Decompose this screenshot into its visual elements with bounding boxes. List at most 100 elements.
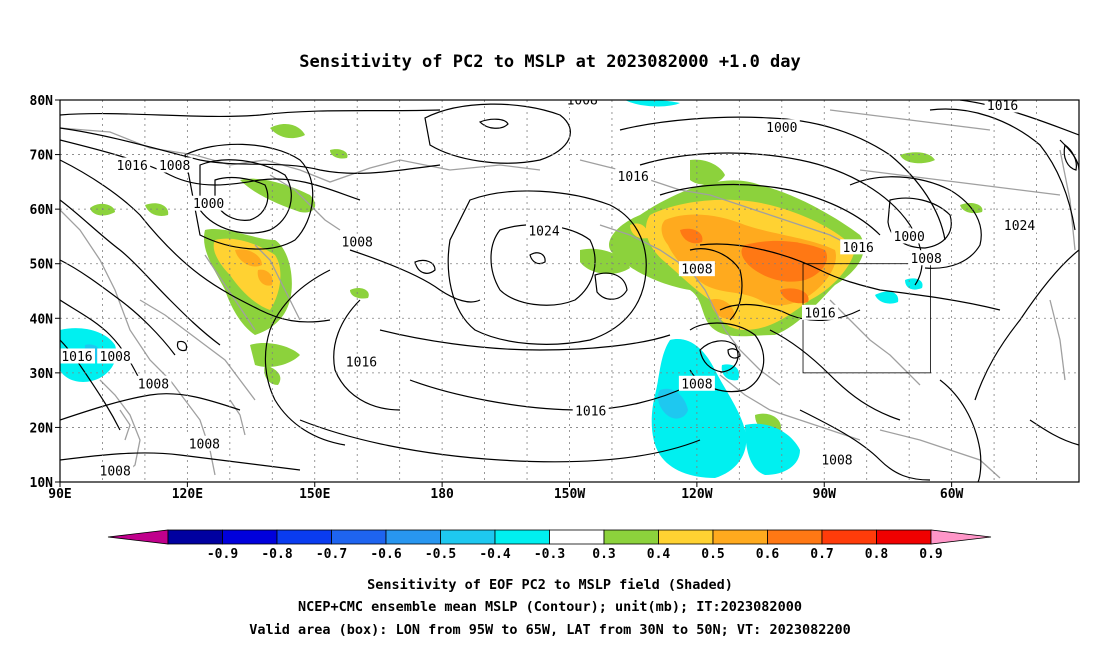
contour-label-text: 1008 (567, 94, 598, 109)
contour-label-text: 1008 (342, 235, 373, 250)
colorbar-swatch (712, 529, 768, 545)
chart-title: Sensitivity of PC2 to MSLP at 2023082000… (299, 52, 801, 72)
contour-label: 1008 (135, 375, 172, 392)
lat-tick-label: 50N (30, 258, 54, 273)
lon-tick-label: 120E (172, 487, 203, 502)
mslp-contours (60, 100, 1079, 482)
lon-tick-label: 180 (430, 487, 454, 502)
contour-label: 1008 (908, 250, 945, 267)
contour-label-text: 1008 (159, 159, 190, 174)
colorbar-swatch (167, 529, 223, 545)
contour-label-text: 1008 (821, 454, 852, 469)
colorbar-swatch (385, 529, 441, 545)
colorbar-swatch (658, 529, 714, 545)
contour-label-text: 1016 (61, 350, 92, 365)
contour-label-text: 1016 (346, 355, 377, 370)
lon-tick-label: 90E (48, 487, 71, 502)
colorbar-label: -0.9 (207, 547, 238, 562)
footer-line-2: NCEP+CMC ensemble mean MSLP (Contour); u… (298, 599, 802, 615)
colorbar-swatch (331, 529, 387, 545)
colorbar-label: 0.9 (919, 547, 942, 562)
colorbar-label: 0.3 (592, 547, 615, 562)
lat-tick-label: 40N (30, 312, 54, 327)
contour-label-text: 1008 (100, 465, 131, 480)
colorbar-swatch (276, 529, 332, 545)
colorbar: -0.9 -0.8 -0.7 -0.6 -0.5 -0.4 -0.3 0.3 0.4 0.5 0.6… (107, 529, 992, 562)
colorbar-label: -0.6 (370, 547, 401, 562)
lat-tick-label: 60N (30, 203, 54, 218)
colorbar-swatch (767, 529, 823, 545)
footer-line-3: Valid area (box): LON from 95W to 65W, L… (249, 622, 850, 638)
contour-label: 1000 (763, 119, 800, 136)
contour-label: 1016 (840, 239, 877, 256)
colorbar-swatch (222, 529, 278, 545)
contour-label-text: 1024 (1004, 219, 1035, 234)
contour-label-text: 1008 (138, 377, 169, 392)
contour-label: 1008 (564, 94, 601, 109)
lat-tick-label: 80N (30, 94, 54, 109)
lon-tick-label: 150E (299, 487, 330, 502)
lon-tick-label: 60W (940, 487, 964, 502)
contour-label: 1008 (678, 375, 715, 392)
contour-label: 1016 (60, 348, 95, 365)
contour-label: 1016 (615, 168, 652, 185)
contour-label-text: 1008 (910, 252, 941, 267)
colorbar-label: 0.4 (647, 547, 671, 562)
contour-labels: 1008 1016 1000 1016 1008 1016 1000 1024 1024 1008… (60, 94, 1038, 480)
colorbar-label: -0.7 (316, 547, 347, 562)
contour-label-text: 1008 (681, 377, 712, 392)
contour-label-text: 1000 (894, 230, 925, 245)
colorbar-label: 0.5 (701, 547, 724, 562)
contour-label: 1008 (678, 261, 715, 278)
coastlines (60, 109, 1076, 479)
colorbar-label: 0.7 (810, 547, 833, 562)
colorbar-swatch (549, 529, 605, 545)
lon-tick-label: 150W (554, 487, 585, 502)
contour-label-text: 1000 (766, 121, 797, 136)
contour-label-text: 1016 (843, 241, 874, 256)
contour-label: 1008 (156, 157, 193, 174)
colorbar-label: 0.6 (756, 547, 780, 562)
lat-tick-label: 20N (30, 421, 54, 436)
contour-label: 1008 (186, 435, 223, 452)
colorbar-label: -0.8 (261, 547, 292, 562)
contour-label: 1016 (984, 100, 1021, 114)
contour-label: 1016 (802, 304, 839, 321)
colorbar-swatch (876, 529, 932, 545)
lat-tick-label: 30N (30, 367, 54, 382)
contour-label: 1008 (97, 348, 134, 365)
contour-label-text: 1016 (575, 405, 606, 420)
colorbar-swatch (494, 529, 550, 545)
contour-label: 1016 (572, 403, 609, 420)
contour-label-text: 1016 (117, 159, 148, 174)
colorbar-swatch (821, 529, 877, 545)
colorbar-swatch (603, 529, 659, 545)
contour-label-text: 1008 (189, 437, 220, 452)
contour-label: 1016 (343, 353, 380, 370)
contour-label-text: 1016 (804, 306, 835, 321)
contour-label: 1008 (339, 233, 376, 250)
contour-label: 1000 (891, 228, 928, 245)
contour-label: 1024 (1001, 217, 1038, 234)
longitude-ticks: 90E 120E 150E 180 150W 120W 90W 60W (48, 482, 964, 502)
contour-label: 1000 (190, 195, 227, 212)
colorbar-label: -0.5 (425, 547, 456, 562)
contour-label: 1008 (97, 463, 134, 480)
contour-label: 1024 (526, 222, 563, 239)
lon-tick-label: 90W (813, 487, 837, 502)
colorbar-swatch (440, 529, 496, 545)
contour-label-text: 1024 (528, 224, 559, 239)
contour-label-text: 1008 (681, 263, 712, 278)
lat-tick-label: 10N (30, 476, 54, 491)
lat-tick-label: 70N (30, 149, 54, 164)
contour-label: 1016 (114, 157, 151, 174)
colorbar-label: -0.3 (534, 547, 565, 562)
colorbar-low-extend (107, 529, 169, 545)
map-panel: 1008 1016 1000 1016 1008 1016 1000 1024 1024 1008… (59, 94, 1080, 483)
contour-label-text: 1008 (100, 350, 131, 365)
latitude-ticks: 80N 70N 60N 50N 40N 30N 20N 10N (30, 94, 60, 491)
footer-line-1: Sensitivity of EOF PC2 to MSLP field (Sh… (367, 577, 733, 593)
contour-label-text: 1000 (193, 197, 224, 212)
colorbar-label: 0.8 (865, 547, 889, 562)
